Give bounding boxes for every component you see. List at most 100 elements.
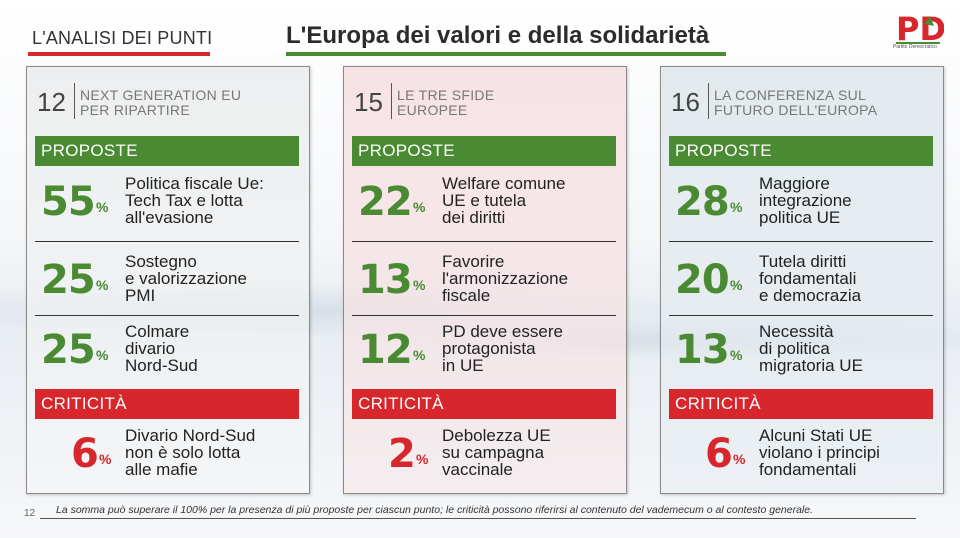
divider [35,241,299,242]
description-line: politica UE [759,208,841,227]
description-line: violano i principi [759,443,880,462]
description-line: migratoria UE [759,356,863,375]
percentage-value: 6 [705,431,733,477]
description-line: PD deve essere [442,322,563,341]
page-title: L'Europa dei valori e della solidarietà [286,22,710,49]
description-line: dei diritti [442,208,506,227]
panel-15: 15 LE TRE SFIDE EUROPEE PROPOSTE 22 % We… [343,66,627,494]
logo-letters: PD [896,10,944,46]
description-line: Colmare [125,322,190,341]
percentage: 13 % [358,253,438,313]
panel-12: 12 NEXT GENERATION EU PER RIPARTIRE PROP… [26,66,310,494]
percent-sign: % [96,199,109,215]
divider [352,315,616,316]
percent-sign: % [96,347,109,363]
divider [35,315,299,316]
panel-separator [708,83,709,119]
description-line: Tutela diritti [759,252,847,271]
description-line: e valorizzazione [125,269,247,288]
criticality-description: Divario Nord-Sud non è solo lotta alle m… [125,427,255,478]
panel-header: 12 NEXT GENERATION EU PER RIPARTIRE [27,67,309,127]
percentage-value: 6 [71,431,99,477]
panel-separator [391,83,392,119]
section-label: L'ANALISI DEI PUNTI [32,28,213,48]
description-line: l'armonizzazione [442,269,569,288]
percentage: 25 % [41,323,121,383]
percentage-value: 20 [675,257,730,303]
description-line: su campagna [442,443,545,462]
percent-sign: % [730,277,743,293]
proposals-bar: PROPOSTE [352,136,616,166]
section-underline [28,52,210,56]
percentage: 12 % [358,323,438,383]
criticality-bar: CRITICITÀ [669,389,933,419]
proposals-bar: PROPOSTE [669,136,933,166]
percentage-value: 13 [358,257,413,303]
percentage-value: 55 [41,179,96,225]
logo-subtitle: Partito Democratico [893,44,937,50]
divider [669,241,933,242]
proposal-item: 20 % Tutela diritti fondamentali e democ… [673,253,937,313]
description-line: Necessità [759,322,834,341]
criticality-description: Alcuni Stati UE violano i principi fonda… [759,427,880,478]
divider [352,241,616,242]
proposal-item: 25 % Colmare divario Nord-Sud [39,323,303,383]
logo-leaf [924,16,934,26]
percentage-value: 2 [388,431,416,477]
proposal-description: PD deve essere protagonista in UE [442,323,563,374]
proposal-description: Maggiore integrazione politica UE [759,175,852,226]
description-line: e democrazia [759,286,862,305]
criticality-item: 6 % Alcuni Stati UE violano i principi f… [673,427,937,487]
criticality-description: Debolezza UE su campagna vaccinale [442,427,551,478]
pd-logo-icon: PD [896,10,946,48]
proposal-item: 25 % Sostegno e valorizzazione PMI [39,253,303,313]
percent-sign: % [730,347,743,363]
panel-title: NEXT GENERATION EU PER RIPARTIRE [80,88,241,118]
pd-logo: PD [894,10,946,58]
description-line: integrazione [759,191,852,210]
description-line: Nord-Sud [125,356,198,375]
description-line: Welfare comune [442,174,566,193]
description-line: fiscale [442,286,491,305]
percent-sign: % [96,277,109,293]
description-line: protagonista [442,339,536,358]
percent-sign: % [99,451,112,467]
percent-sign: % [413,277,426,293]
percentage: 28 % [675,175,755,235]
description-line: Sostegno [125,252,197,271]
footnote-line [40,518,916,519]
description-line: fondamentali [759,269,857,288]
panel-title-line: EUROPEE [397,102,468,118]
proposal-description: Politica fiscale Ue: Tech Tax e lotta al… [125,175,264,226]
description-line: di politica [759,339,830,358]
footnote: La somma può superare il 100% per la pre… [56,504,814,516]
percentage-value: 13 [675,327,730,373]
description-line: Maggiore [759,174,830,193]
criticality-bar: CRITICITÀ [35,389,299,419]
title-underline [286,52,726,56]
panel-title: LA CONFERENZA SUL FUTURO DELL'EUROPA [714,88,877,118]
description-line: UE e tutela [442,191,527,210]
description-line: Politica fiscale Ue: [125,174,264,193]
description-line: Favorire [442,252,505,271]
proposal-item: 12 % PD deve essere protagonista in UE [356,323,620,383]
proposal-description: Favorire l'armonizzazione fiscale [442,253,568,304]
percentage-value: 28 [675,179,730,225]
percentage-value: 12 [358,327,413,373]
panel-number: 12 [37,87,66,117]
description-line: alle mafie [125,460,198,479]
percentage: 13 % [675,323,755,383]
divider [669,315,933,316]
panel-title-line: FUTURO DELL'EUROPA [714,102,878,118]
logo-bar [896,42,940,44]
percentage-value: 25 [41,257,96,303]
proposals-bar: PROPOSTE [35,136,299,166]
percentage: 55 % [41,175,121,235]
panel-header: 16 LA CONFERENZA SUL FUTURO DELL'EUROPA [661,67,943,127]
percentage: 20 % [675,253,755,313]
panel-number: 16 [671,87,700,117]
description-line: divario [125,339,176,358]
panel-number: 15 [354,87,383,117]
percent-sign: % [733,451,746,467]
percent-sign: % [730,199,743,215]
